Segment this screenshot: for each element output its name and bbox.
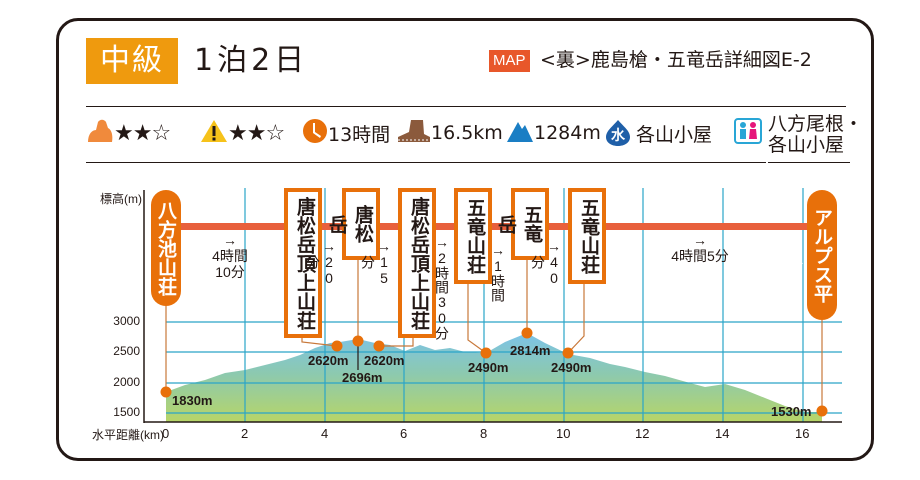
x-tick-8: 8 bbox=[480, 426, 488, 441]
waypoint-box-karamatsu-peak: 唐松岳 bbox=[326, 188, 380, 260]
divider-bottom bbox=[86, 162, 766, 163]
elev-label-end: 1530m bbox=[771, 404, 812, 419]
divider-bottom-right bbox=[768, 162, 850, 163]
water-value: 各山小屋 bbox=[636, 123, 713, 146]
stamina-stars: ★★☆ bbox=[114, 120, 171, 146]
elevation-gain: 1284m bbox=[506, 113, 601, 153]
elev-label-goryu-hut-1: 2490m bbox=[468, 360, 509, 375]
x-tick-12: 12 bbox=[635, 426, 650, 441]
stats-row: ★★☆ ★★☆ 13時間 16.5km 1284m 水 各山小屋 bbox=[86, 113, 866, 161]
waypoint-box-karamatsu-hut-1: 唐松岳頂上山荘 bbox=[284, 188, 322, 338]
waypoint-box-karamatsu-hut-2: 唐松岳頂上山荘 bbox=[398, 188, 436, 338]
elev-label-karamatsu-hut-1: 2620m bbox=[308, 353, 349, 368]
toilet-line-2: 各山小屋 bbox=[768, 134, 845, 156]
y-tick-2000: 2000 bbox=[113, 375, 140, 389]
route-bar bbox=[166, 223, 822, 230]
elev-label-karamatsu-hut-2: 2620m bbox=[364, 353, 405, 368]
y-axis-title: 標高(m) bbox=[100, 192, 142, 206]
water-icon: 水 bbox=[604, 119, 632, 147]
segment-time-1-line2: 10分 bbox=[215, 264, 245, 280]
map-badge: MAP bbox=[489, 50, 530, 72]
y-tick-2500: 2500 bbox=[113, 344, 140, 358]
segment-time-5: →1時間 bbox=[490, 242, 506, 302]
waypoint-markers bbox=[160, 327, 828, 417]
elev-label-karamatsu-peak: 2696m bbox=[342, 370, 383, 385]
course-distance: 16.5km bbox=[397, 113, 503, 153]
x-tick-10: 10 bbox=[556, 426, 571, 441]
x-tick-6: 6 bbox=[400, 426, 408, 441]
elev-label-start: 1830m bbox=[172, 393, 213, 408]
x-axis-title: 水平距離(km) bbox=[92, 428, 164, 442]
segment-time-4: →2時間30分 bbox=[434, 234, 450, 340]
duration-title: 1泊2日 bbox=[194, 43, 309, 78]
water-source: 水 各山小屋 bbox=[604, 113, 712, 153]
waypoint-box-goryu-hut-1: 五竜山荘 bbox=[454, 188, 492, 284]
segment-time-2: →20分 bbox=[305, 238, 337, 286]
y-tick-3000: 3000 bbox=[113, 314, 140, 328]
stamina-rating: ★★☆ bbox=[86, 113, 171, 153]
x-tick-2: 2 bbox=[241, 426, 249, 441]
arm-muscle-icon bbox=[86, 118, 114, 149]
course-time: 13時間 bbox=[302, 113, 390, 153]
x-tick-0: 0 bbox=[162, 426, 170, 441]
x-tick-4: 4 bbox=[321, 426, 329, 441]
elev-label-goryu-peak: 2814m bbox=[510, 343, 551, 358]
toilet-info: 八方尾根・ 各山小屋 bbox=[734, 113, 864, 156]
grid-horizontal bbox=[166, 321, 842, 414]
segment-time-3: →15分 bbox=[360, 238, 392, 286]
x-tick-16: 16 bbox=[795, 426, 810, 441]
y-tick-1500: 1500 bbox=[113, 405, 140, 419]
distance-value: 16.5km bbox=[431, 122, 503, 144]
elevation-gain-value: 1284m bbox=[534, 122, 601, 144]
arrow: → bbox=[693, 232, 707, 248]
segment-time-1: → 4時間 10分 bbox=[200, 232, 260, 280]
segment-time-6: →40分 bbox=[530, 238, 562, 286]
time-value: 13時間 bbox=[328, 123, 391, 146]
start-station-label: 八方池山荘 bbox=[151, 190, 181, 306]
toilet-icon bbox=[734, 117, 762, 149]
mountain-icon bbox=[506, 119, 534, 148]
clock-icon bbox=[302, 118, 328, 149]
elev-label-goryu-hut-2: 2490m bbox=[551, 360, 592, 375]
terrain-area bbox=[166, 333, 822, 422]
water-icon-glyph: 水 bbox=[611, 128, 625, 144]
arrow: → bbox=[223, 232, 237, 248]
toilet-line-1: 八方尾根・ bbox=[768, 113, 864, 135]
map-reference: <裏>鹿島槍・五竜岳詳細図E-2 bbox=[540, 49, 812, 71]
segment-time-7-line1: 4時間5分 bbox=[671, 248, 729, 264]
divider-top bbox=[86, 106, 846, 107]
end-station-label: アルプス平駅 bbox=[781, 190, 837, 320]
technical-rating: ★★☆ bbox=[200, 113, 285, 153]
x-tick-14: 14 bbox=[715, 426, 730, 441]
segment-time-7: → 4時間5分 bbox=[660, 232, 740, 264]
difficulty-badge: 中級 bbox=[86, 38, 178, 84]
segment-time-1-line1: 4時間 bbox=[212, 248, 248, 264]
waypoint-box-goryu-hut-2: 五竜山荘 bbox=[568, 188, 606, 284]
boot-icon bbox=[397, 118, 431, 149]
warning-icon bbox=[200, 118, 228, 149]
technical-stars: ★★☆ bbox=[228, 120, 285, 146]
waypoint-box-goryu-peak: 五竜岳 bbox=[495, 188, 549, 260]
